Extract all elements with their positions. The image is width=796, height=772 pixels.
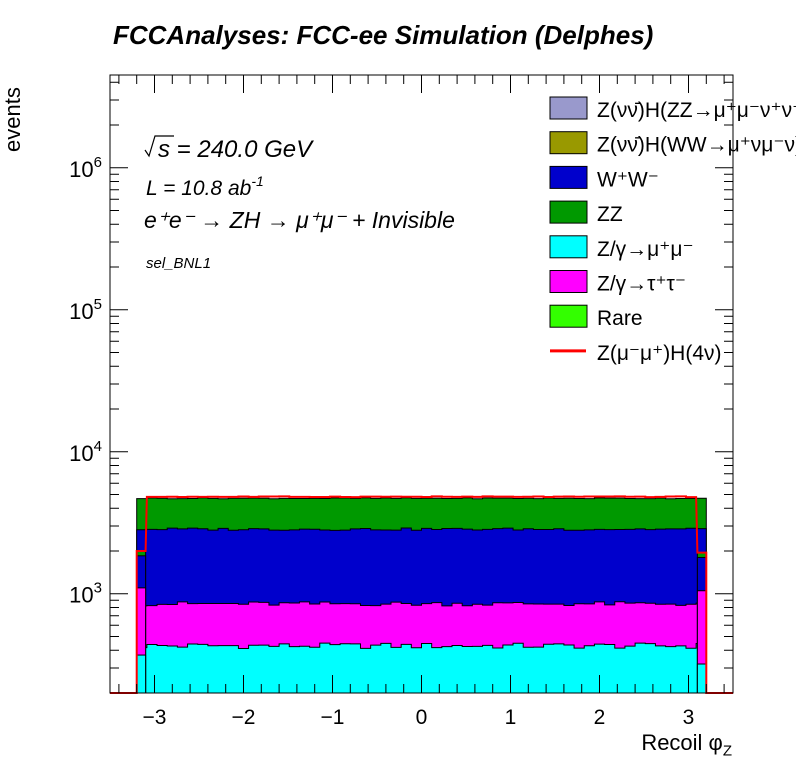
legend-label-zg_mumu: Z/γ→μ⁺μ⁻ [597,238,694,261]
edge-bin-right-1 [696,663,707,694]
legend: Z(νν̄)H(ZZ→μ⁺μ⁻ν⁺ν⁻) Z(νν̄)H(WW→μ⁺νμ⁻ν) W⁺… [549,96,796,365]
y-tick-label: 103 [69,580,102,608]
annotations: s = 240.0 GeV L = 10.8 ab-1 e⁺e⁻ → ZH → μ⁺… [144,135,455,272]
legend-label-ww: W⁺W⁻ [597,168,659,191]
legend-label-signal_ww: Z(νν̄)H(WW→μ⁺νμ⁻ν) [597,134,796,157]
legend-swatch-zg_mumu [549,235,588,259]
legend-label-signal_zz: Z(νν̄)H(ZZ→μ⁺μ⁻ν⁺ν⁻) [597,99,796,122]
sqrt-icon [144,135,174,158]
x-tick-label: −2 [232,706,256,729]
legend-swatch-zz [549,200,588,224]
legend-swatch-signal_ww [549,131,588,155]
histogram-stack [110,495,733,694]
legend-swatch-zg_tautau [549,270,588,293]
legend-label-rare: Rare [597,307,643,330]
x-tick-label: 0 [416,706,428,729]
histogram-layer-zg_mumu [136,642,707,694]
legend-swatch-ww [549,165,588,189]
signal-line [110,495,733,694]
x-tick-label: 1 [505,706,517,729]
luminosity-annotation: L = 10.8 ab-1 [146,173,264,200]
legend-label-signal_line: Z(μ⁻μ⁺)H(4ν) [597,342,722,365]
edge-bin-left-1 [136,654,147,694]
legend-swatch-signal_zz [549,96,588,120]
x-tick-label: −3 [143,706,167,729]
selection-annotation: sel_BNL1 [146,255,211,272]
legend-swatch-rare [549,304,588,328]
y-tick-label: 106 [69,154,102,182]
legend-label-zg_tautau: Z/γ→τ⁺τ⁻ [597,273,686,296]
energy-annotation: s = 240.0 GeV [158,136,314,163]
x-axis-label-text: Recoil φ [641,730,723,755]
x-axis-label-sub: Z [722,742,732,760]
x-axis-label: Recoil φZ [641,730,732,759]
x-tick-label: −1 [321,706,345,729]
legend-label-zz: ZZ [597,203,623,226]
axes: −3 −2 −1 0 1 2 3 103 104 105 106 [69,74,734,729]
x-tick-label: 2 [594,706,606,729]
x-tick-label: 3 [683,706,695,729]
y-tick-label: 104 [69,438,102,466]
y-tick-label: 105 [69,296,102,324]
chart-title: FCCAnalyses: FCC-ee Simulation (Delphes) [113,20,654,50]
process-annotation: e⁺e⁻ → ZH → μ⁺μ⁻ + Invisible [144,207,455,233]
